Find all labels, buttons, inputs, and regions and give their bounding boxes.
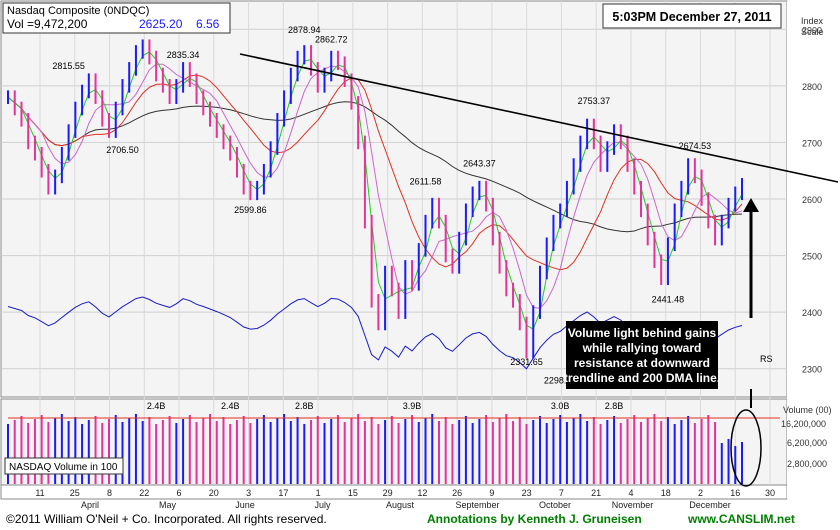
month-label: April [81, 500, 99, 510]
price-annotation: 2611.58 [410, 176, 442, 186]
price-annotation: 2298.89 [544, 375, 577, 385]
y-tick-label: 2300 [802, 365, 822, 375]
volume-axis-title: Volume (00) [783, 405, 832, 415]
price-annotation: 2674.53 [679, 141, 712, 151]
footer-annotations-credit: Annotations by Kenneth J. Gruneisen [427, 512, 642, 526]
volume-annotation: 2.8B [295, 401, 314, 411]
volume-highlight-circle [730, 409, 762, 487]
price-annotation: 2862.72 [315, 34, 348, 44]
index-scale-label-2: Scale [801, 27, 824, 37]
volume-annotation: 3.9B [403, 401, 422, 411]
footer-copyright: ©2011 William O'Neil + Co. Incorporated.… [6, 512, 327, 526]
x-tick-label: 23 [522, 488, 532, 498]
x-tick-label: 21 [591, 488, 601, 498]
volume-annotation: 3.0B [551, 401, 570, 411]
price-annotation: 2441.48 [652, 295, 685, 305]
moving-average-50-line [7, 74, 743, 271]
x-tick-label: 9 [489, 488, 494, 498]
price-annotation: 2331.65 [510, 357, 543, 367]
x-tick-label: 2 [698, 488, 703, 498]
x-tick-label: 7 [559, 488, 564, 498]
arrow-head [743, 198, 759, 212]
annotation-line-1: Volume light behind gains [568, 326, 717, 340]
moving-average-200-line [7, 96, 743, 233]
x-tick-label: 4 [628, 488, 633, 498]
rs-line [7, 296, 743, 370]
symbol-title: Nasdaq Composite (0NDQC) [7, 5, 149, 17]
month-label: December [689, 500, 731, 510]
annotation-line-3: resistance at downward [574, 356, 710, 370]
timestamp: 5:03PM December 27, 2011 [612, 10, 771, 24]
annotation-line-4: trendline and 200 DMA line. [564, 371, 720, 385]
y-tick-label: 2700 [802, 138, 822, 148]
price-annotation: 2835.34 [167, 50, 200, 60]
y-tick-label: 2800 [802, 82, 822, 92]
month-label: August [386, 500, 415, 510]
month-label: November [612, 500, 654, 510]
x-tick-label: 25 [70, 488, 80, 498]
month-label: May [159, 500, 177, 510]
index-scale-label-1: Index [801, 16, 824, 26]
month-label: June [235, 500, 255, 510]
y-tick-label: 2400 [802, 308, 822, 318]
price-annotation: 2599.86 [234, 205, 267, 215]
volume-panel-bg [0, 398, 788, 486]
price-annotation: 2815.55 [52, 61, 85, 71]
month-label: October [539, 500, 571, 510]
price-annotation: 2706.50 [106, 145, 139, 155]
annotation-line-2: while rallying toward [582, 341, 702, 355]
volume-label-box [4, 457, 124, 475]
month-label: July [314, 500, 331, 510]
volume-annotation: 2.4B [221, 401, 240, 411]
volume-annotation: 2.4B [147, 401, 166, 411]
x-tick-label: 11 [35, 488, 44, 498]
y-tick-label: 2500 [802, 252, 822, 262]
price-annotation: 2753.37 [578, 96, 611, 106]
volume-axis-label-2: 6,200,000 [787, 438, 827, 448]
x-tick-label: 6 [177, 488, 182, 498]
rs-label: RS [760, 354, 773, 364]
x-tick-label: 15 [348, 488, 358, 498]
y-tick-label: 2900 [802, 25, 822, 35]
moving-average-10-line [7, 51, 743, 330]
y-tick-label: 2600 [802, 195, 822, 205]
x-tick-label: 29 [383, 488, 393, 498]
footer-url: www.CANSLIM.net [687, 512, 795, 526]
x-tick-label: 17 [278, 488, 288, 498]
volume-text: Vol =9,472,200 [7, 17, 88, 31]
price-text: 2625.20 [139, 17, 183, 31]
header-info-box [2, 2, 231, 34]
month-label: September [455, 500, 499, 510]
downward-trendline [239, 53, 839, 183]
x-tick-label: 26 [452, 488, 462, 498]
annotation-callout: Volume light behind gains while rallying… [564, 321, 720, 389]
volume-axis-label-1: 16,200,000 [781, 419, 826, 429]
x-tick-label: 18 [661, 488, 671, 498]
volume-label: NASDAQ Volume in 100 [9, 462, 118, 473]
x-tick-label: 30 [765, 488, 775, 498]
x-tick-label: 16 [730, 488, 740, 498]
x-tick-label: 8 [107, 488, 112, 498]
price-annotation: 2878.94 [288, 25, 321, 35]
x-tick-label: 20 [209, 488, 219, 498]
x-tick-label: 22 [139, 488, 149, 498]
volume-annotation: 2.8B [605, 401, 624, 411]
x-tick-label: 1 [316, 488, 321, 498]
price-annotation: 2643.37 [463, 158, 496, 168]
timestamp-box [602, 3, 782, 29]
right-axis-bg [787, 1, 839, 499]
x-tick-label: 3 [246, 488, 251, 498]
volume-axis-label-3: 2,800,000 [787, 459, 827, 469]
change-text: 6.56 [196, 17, 220, 31]
x-tick-label: 12 [417, 488, 427, 498]
